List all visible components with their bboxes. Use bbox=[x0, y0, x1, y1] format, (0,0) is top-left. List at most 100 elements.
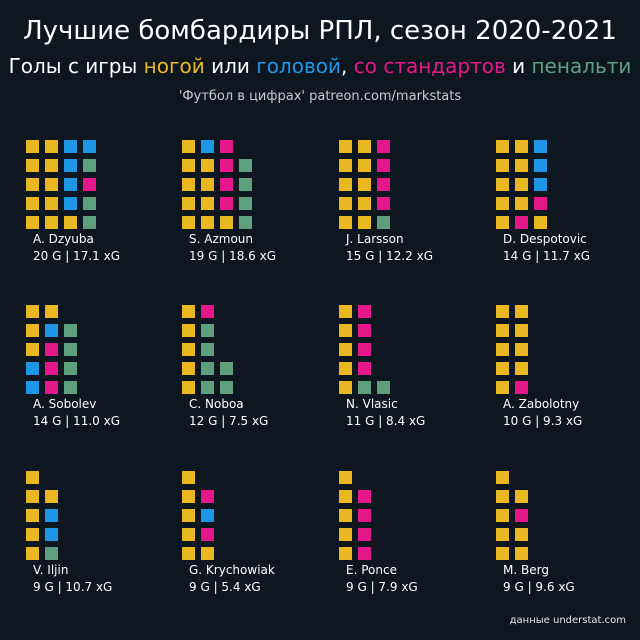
goal-square-foot bbox=[496, 362, 509, 375]
subtitle-sep: , bbox=[341, 54, 354, 78]
credit-line: 'Футбол в цифрах' patreon.com/markstats bbox=[178, 89, 462, 104]
goal-square-foot bbox=[45, 140, 58, 153]
goal-square-penalty bbox=[45, 547, 58, 560]
legend-penalty: пенальти bbox=[531, 54, 632, 78]
goal-square-penalty bbox=[220, 362, 233, 375]
goal-square-foot bbox=[45, 490, 58, 503]
goal-square-setpiece bbox=[515, 216, 528, 229]
goal-square-foot bbox=[182, 528, 195, 541]
goal-square-foot bbox=[182, 324, 195, 337]
goal-square-foot bbox=[515, 528, 528, 541]
goal-square-foot bbox=[496, 140, 509, 153]
goal-square-setpiece bbox=[377, 159, 390, 172]
goal-square-foot bbox=[515, 140, 528, 153]
goal-square-foot bbox=[182, 471, 195, 484]
player-stats: 9 G | 9.6 xG bbox=[503, 580, 575, 594]
goal-square-foot bbox=[496, 509, 509, 522]
goal-square-foot bbox=[182, 305, 195, 318]
player-panel: M. Berg 9 G | 9.6 xG bbox=[496, 471, 575, 594]
goal-square-penalty bbox=[83, 197, 96, 210]
goal-square-foot bbox=[496, 305, 509, 318]
goal-square-penalty bbox=[239, 216, 252, 229]
goal-square-setpiece bbox=[201, 305, 214, 318]
goal-square-foot bbox=[358, 140, 371, 153]
player-name: V. Iljin bbox=[33, 563, 68, 577]
goal-square-foot bbox=[26, 159, 39, 172]
goal-square-foot bbox=[515, 362, 528, 375]
goal-square-foot bbox=[496, 490, 509, 503]
legend-head: головой bbox=[256, 54, 342, 78]
goal-square-penalty bbox=[239, 178, 252, 191]
goal-square-setpiece bbox=[358, 509, 371, 522]
goal-square-foot bbox=[64, 216, 77, 229]
goal-square-setpiece bbox=[515, 509, 528, 522]
goal-square-setpiece bbox=[377, 140, 390, 153]
goal-square-head bbox=[534, 140, 547, 153]
goal-square-foot bbox=[339, 490, 352, 503]
player-stats: 11 G | 8.4 xG bbox=[346, 414, 425, 428]
goal-square-foot bbox=[26, 547, 39, 560]
goal-square-head bbox=[45, 509, 58, 522]
goal-square-foot bbox=[339, 528, 352, 541]
goal-square-foot bbox=[339, 216, 352, 229]
goal-square-penalty bbox=[64, 381, 77, 394]
goal-square-foot bbox=[515, 343, 528, 356]
goal-square-foot bbox=[496, 216, 509, 229]
player-stats: 19 G | 18.6 xG bbox=[189, 249, 276, 263]
goal-square-setpiece bbox=[83, 178, 96, 191]
goal-square-penalty bbox=[64, 362, 77, 375]
goal-square-head bbox=[64, 197, 77, 210]
player-panel: N. Vlasic 11 G | 8.4 xG bbox=[339, 305, 425, 428]
goal-square-foot bbox=[182, 140, 195, 153]
goal-square-foot bbox=[339, 159, 352, 172]
goal-square-head bbox=[45, 528, 58, 541]
player-name: N. Vlasic bbox=[346, 397, 398, 411]
goal-square-foot bbox=[201, 178, 214, 191]
goal-square-foot bbox=[515, 324, 528, 337]
player-name: C. Noboa bbox=[189, 397, 244, 411]
goal-square-penalty bbox=[201, 381, 214, 394]
goal-square-penalty bbox=[239, 159, 252, 172]
goal-square-foot bbox=[358, 197, 371, 210]
goal-square-foot bbox=[496, 178, 509, 191]
goal-square-setpiece bbox=[358, 528, 371, 541]
goal-square-foot bbox=[339, 140, 352, 153]
goal-square-penalty bbox=[201, 362, 214, 375]
goal-square-penalty bbox=[201, 343, 214, 356]
goal-square-foot bbox=[496, 528, 509, 541]
goal-square-foot bbox=[339, 197, 352, 210]
player-panel: C. Noboa 12 G | 7.5 xG bbox=[182, 305, 268, 428]
goal-square-setpiece bbox=[358, 305, 371, 318]
goal-square-foot bbox=[201, 216, 214, 229]
player-stats: 10 G | 9.3 xG bbox=[503, 414, 582, 428]
goal-square-foot bbox=[496, 547, 509, 560]
goal-square-foot bbox=[182, 178, 195, 191]
goal-square-foot bbox=[182, 216, 195, 229]
goal-square-penalty bbox=[83, 216, 96, 229]
goal-square-setpiece bbox=[358, 547, 371, 560]
goal-square-setpiece bbox=[45, 381, 58, 394]
goal-square-foot bbox=[515, 178, 528, 191]
goal-square-setpiece bbox=[377, 197, 390, 210]
legend-setpiece: со стандартов bbox=[353, 54, 506, 78]
goal-square-foot bbox=[26, 178, 39, 191]
player-name: J. Larsson bbox=[345, 232, 404, 246]
goal-square-foot bbox=[26, 509, 39, 522]
goal-square-head bbox=[26, 362, 39, 375]
goal-square-setpiece bbox=[201, 490, 214, 503]
goal-square-foot bbox=[45, 159, 58, 172]
player-stats: 9 G | 5.4 xG bbox=[189, 580, 261, 594]
goal-square-foot bbox=[339, 509, 352, 522]
goal-square-foot bbox=[182, 343, 195, 356]
player-panel: J. Larsson 15 G | 12.2 xG bbox=[339, 140, 433, 263]
player-stats: 20 G | 17.1 xG bbox=[33, 249, 120, 263]
goal-square-foot bbox=[534, 216, 547, 229]
goal-square-foot bbox=[515, 547, 528, 560]
goal-square-foot bbox=[515, 305, 528, 318]
goal-square-foot bbox=[26, 216, 39, 229]
goal-square-foot bbox=[339, 362, 352, 375]
goal-square-foot bbox=[182, 381, 195, 394]
goal-square-foot bbox=[339, 547, 352, 560]
goal-square-setpiece bbox=[220, 159, 233, 172]
